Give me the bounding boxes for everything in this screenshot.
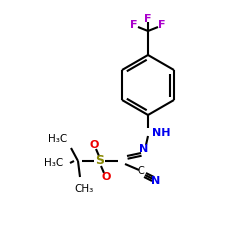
Text: F: F	[158, 20, 166, 30]
Text: O: O	[89, 140, 99, 150]
Text: F: F	[130, 20, 138, 30]
Text: N: N	[152, 176, 160, 186]
Text: H₃C: H₃C	[44, 158, 64, 168]
Text: O: O	[101, 172, 111, 182]
Text: N: N	[140, 144, 148, 154]
Text: H₃C: H₃C	[48, 134, 68, 144]
Text: CH₃: CH₃	[74, 184, 94, 194]
Text: NH: NH	[152, 128, 171, 138]
Text: C: C	[138, 166, 144, 176]
Text: S: S	[96, 154, 104, 168]
Text: F: F	[144, 14, 152, 24]
